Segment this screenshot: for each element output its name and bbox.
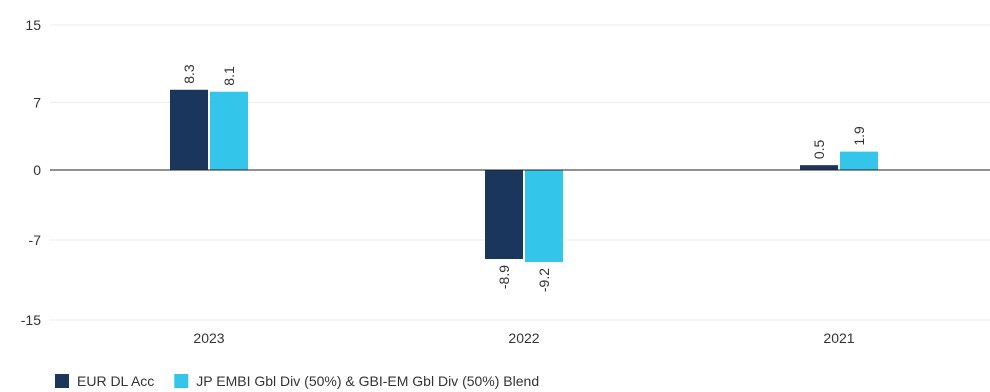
legend-swatch [174,374,189,388]
x-tick-label: 2021 [823,330,854,346]
legend-swatch [55,374,69,388]
bar-2023-series-1 [170,89,208,170]
data-label: 8.3 [181,64,197,84]
x-axis-ticks: 2023 2022 2021 [193,330,854,346]
bar-2023-series-2 [210,91,248,170]
legend-label: JP EMBI Gbl Div (50%) & GBI-EM Gbl Div (… [196,373,539,389]
y-tick-label: -7 [29,232,42,248]
data-labels: 8.3 8.1 -8.9 -9.2 0.5 1.9 [181,64,867,292]
bar-2021-series-1 [800,165,838,170]
bars [170,89,878,262]
data-label: 8.1 [221,66,237,86]
data-label: -8.9 [496,265,512,289]
y-tick-label: 7 [33,94,41,110]
bar-2022-series-1 [485,170,523,259]
data-label: -9.2 [536,268,552,292]
legend: EUR DL Acc JP EMBI Gbl Div (50%) & GBI-EM… [55,373,539,389]
y-tick-label: -15 [21,312,41,328]
y-axis-ticks: 15 7 0 -7 -15 [21,17,41,328]
x-tick-label: 2023 [193,330,224,346]
y-tick-label: 0 [33,162,41,178]
legend-label: EUR DL Acc [77,373,154,389]
bar-2021-series-2 [840,151,878,170]
bar-2022-series-2 [525,170,563,262]
data-label: 1.9 [851,126,867,146]
data-label: 0.5 [811,139,827,159]
y-tick-label: 15 [25,17,41,33]
x-tick-label: 2022 [508,330,539,346]
